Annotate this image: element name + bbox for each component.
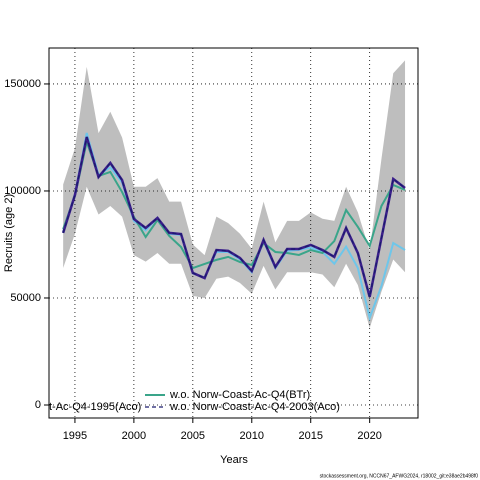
x-tick-label: 2010: [240, 430, 264, 442]
confidence-band: [63, 60, 406, 328]
series-line: [62, 136, 406, 298]
legend-label: w.o. Norw-Coast-Ac-Q4(BTr): [169, 389, 310, 401]
footer: stockassessment.org, NCCN67_AFWG2024, r1…: [320, 473, 479, 479]
y-tick-label: 50000: [10, 292, 41, 304]
plot-frame: [48, 47, 419, 419]
x-tick-label: 2005: [181, 430, 205, 442]
x-tick-label: 2015: [298, 430, 322, 442]
x-tick-label: 1995: [63, 430, 87, 442]
legend-label: t-Ac-Q4-1995(Aco): [49, 401, 141, 413]
y-tick-label: 100000: [4, 185, 41, 197]
x-tick-label: 2020: [357, 430, 381, 442]
y-tick-label: 0: [35, 399, 41, 411]
series-line: [62, 138, 406, 270]
x-axis-label: Years: [220, 454, 248, 466]
y-tick-label: 150000: [4, 78, 41, 90]
legend-label: w.o. Norw-Coast-Ac-Q4-2003(Aco): [169, 401, 340, 413]
x-tick-label: 2000: [122, 430, 146, 442]
y-axis-label: Recruits (age 2): [3, 194, 15, 272]
